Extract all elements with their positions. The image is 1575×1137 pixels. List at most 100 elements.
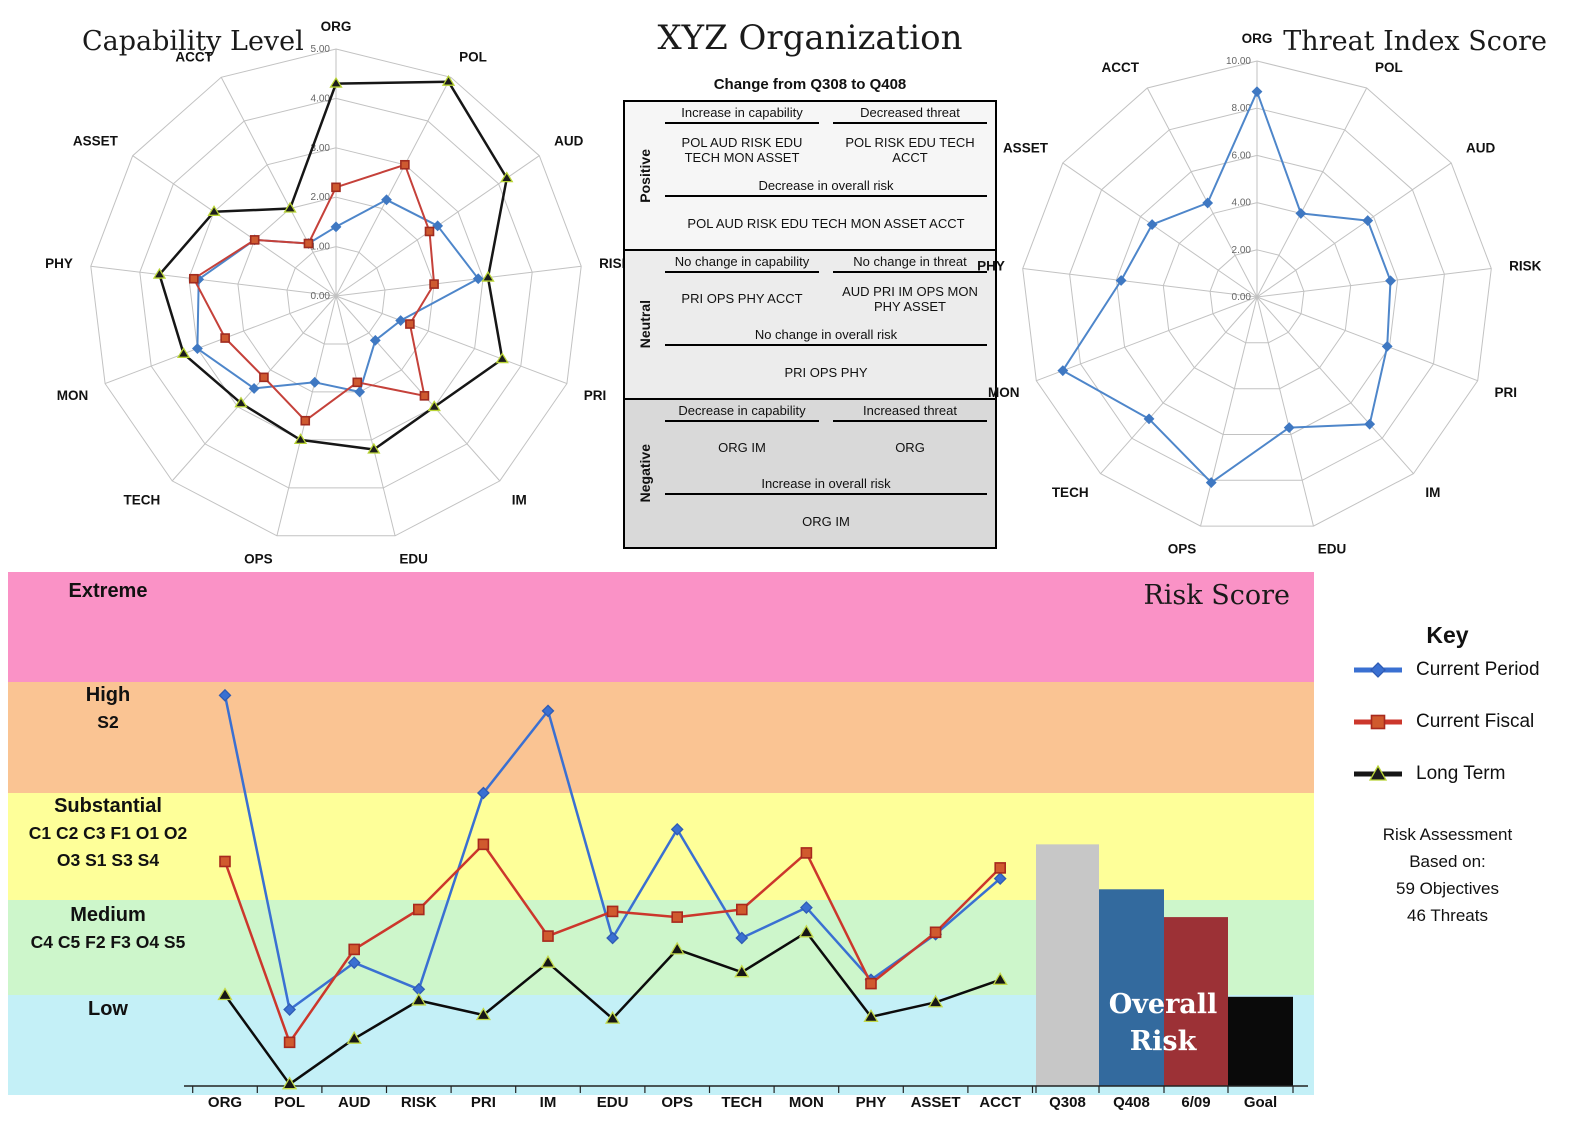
square-marker [348, 943, 361, 956]
radar-ring-label: 3.00 [311, 143, 331, 154]
legend-label: Current Period [1416, 659, 1540, 680]
col-value: ORG [895, 440, 925, 456]
square-marker [188, 273, 199, 284]
square-marker [405, 319, 415, 329]
radar-ring-label: 10.00 [1226, 56, 1251, 67]
radar-spoke [1062, 162, 1258, 298]
radar-spoke [132, 155, 337, 297]
risk-score-title: Risk Score [1143, 580, 1290, 611]
triangle-marker [152, 267, 167, 279]
axis-label-phy: PHY [855, 1094, 887, 1111]
radar-category-label: RISK [1509, 258, 1542, 273]
band-label-low: Low [8, 996, 208, 1023]
col-header: Increased threat [833, 400, 987, 422]
radar-series-current-fiscal [192, 163, 436, 422]
triangle-marker [329, 76, 343, 88]
diamond-marker [1057, 365, 1069, 377]
band-label-substantial: Substantial C1 C2 C3 F1 O1 O2 O3 S1 S3 S… [8, 793, 208, 874]
axis-label-org: ORG [207, 1094, 243, 1111]
diamond-marker [476, 786, 490, 800]
radar-grid-ring [1115, 154, 1399, 435]
triangle-marker [176, 347, 191, 358]
change-table-section-positive: Positive Increase in capability Decrease… [625, 102, 995, 249]
band-label-text: Medium [70, 904, 146, 926]
section-content: No change in capability No change in thr… [665, 251, 995, 398]
triangle-marker [669, 941, 685, 955]
radar-series-long-term [158, 80, 509, 451]
radar-spoke [335, 77, 452, 297]
diamond-marker [1115, 275, 1127, 286]
square-marker [929, 926, 942, 939]
square-marker [542, 930, 554, 942]
square-marker [800, 847, 813, 859]
radar-grid-ring [90, 48, 582, 537]
radar-category-label: PRI [584, 388, 607, 403]
note-line: Risk Assessment [1382, 825, 1513, 844]
legend-item-current-period: Current Period [1352, 659, 1565, 681]
square-marker [352, 377, 363, 388]
col-value: PRI OPS PHY ACCT [681, 291, 803, 307]
band-sublabel-text: O3 S1 S3 S4 [56, 850, 160, 870]
col-value: POL AUD RISK EDU TECH MON ASSET [681, 134, 803, 165]
axis-label-acct: ACCT [979, 1094, 1022, 1111]
change-table-section-negative: Negative Decrease in capability Increase… [625, 398, 995, 547]
radar-category-label: TECH [1052, 485, 1089, 500]
capability-radar-panel: Capability Level 0.00 1.00 2.00 3.00 4.00 5.0… [0, 0, 631, 568]
square-marker [865, 977, 877, 990]
diamond-marker [1205, 477, 1217, 489]
axis-label-edu: EDU [596, 1094, 629, 1111]
axis-label-tech: TECH [721, 1094, 763, 1111]
radar-ring-label: 8.00 [1232, 103, 1252, 114]
col-header: Decrease in capability [665, 400, 819, 422]
square-marker [1370, 714, 1386, 730]
col-header: No change in capability [665, 251, 819, 273]
radar-spoke [1256, 296, 1414, 474]
risk-score-panel: Risk Score Extreme High S2 Substantial C… [8, 572, 1314, 1095]
axis-label-risk: RISK [400, 1094, 437, 1111]
diamond-marker [354, 386, 366, 398]
current-fiscal-swatch-icon [1354, 714, 1402, 730]
band-label-text: Substantial [54, 795, 162, 817]
risk-band-extreme [8, 572, 1314, 682]
radar-category-label: ASSET [1003, 141, 1049, 156]
legend-item-current-fiscal: Current Fiscal [1352, 711, 1565, 733]
key-title: Key [1426, 622, 1469, 648]
square-marker [412, 903, 425, 916]
full-value: POL AUD RISK EDU TECH MON ASSET ACCT [687, 215, 965, 231]
triangle-marker [604, 1010, 621, 1024]
diamond-marker [1295, 207, 1307, 219]
organization-panel: XYZ Organization Change from Q308 to Q40… [598, 0, 1022, 568]
radar-category-label: IM [1425, 485, 1440, 500]
risk-axis-labels: ORG POL AUD RISK PRI IM EDU OPS TECH MON PHY ASSET A… [0, 1094, 1575, 1120]
section-label-text: Negative [637, 444, 653, 503]
square-marker [429, 279, 439, 289]
col-value: ORG IM [718, 440, 766, 456]
radar-category-label: POL [1375, 60, 1403, 75]
full-header: No change in overall risk [665, 324, 987, 347]
long-term-swatch-icon [1354, 764, 1402, 781]
radar-category-label: MON [57, 388, 89, 403]
radar-grid-ring [188, 147, 484, 441]
diamond-marker [1370, 662, 1386, 678]
key-panel: Key Current Period Current Fiscal Long T… [1330, 622, 1565, 929]
radar-spoke [335, 295, 396, 536]
diamond-marker [606, 931, 620, 945]
radar-category-label: EDU [1318, 542, 1347, 557]
diamond-marker [395, 315, 407, 326]
threat-radar-panel: Threat Index Score 0.00 2.00 4.00 6.00 8.00 1… [977, 0, 1575, 568]
diamond-marker [735, 931, 749, 945]
section-label-neutral: Neutral [625, 251, 665, 398]
diamond-marker [248, 383, 260, 394]
note-line: 59 Objectives [1396, 879, 1499, 898]
col-value: POL RISK EDU TECH ACCT [845, 134, 975, 165]
square-marker [219, 855, 231, 868]
col-header: Increase in capability [665, 102, 819, 124]
overall-risk-bar-q408 [1099, 889, 1164, 1086]
triangle-marker [234, 396, 248, 408]
triangle-marker [217, 987, 233, 1001]
risk-assessment-note: Risk Assessment Based on: 59 Objectives … [1330, 821, 1565, 929]
radar-category-label: ASSET [73, 133, 119, 148]
full-header: Increase in overall risk [665, 473, 987, 496]
diamond-marker [432, 220, 444, 232]
